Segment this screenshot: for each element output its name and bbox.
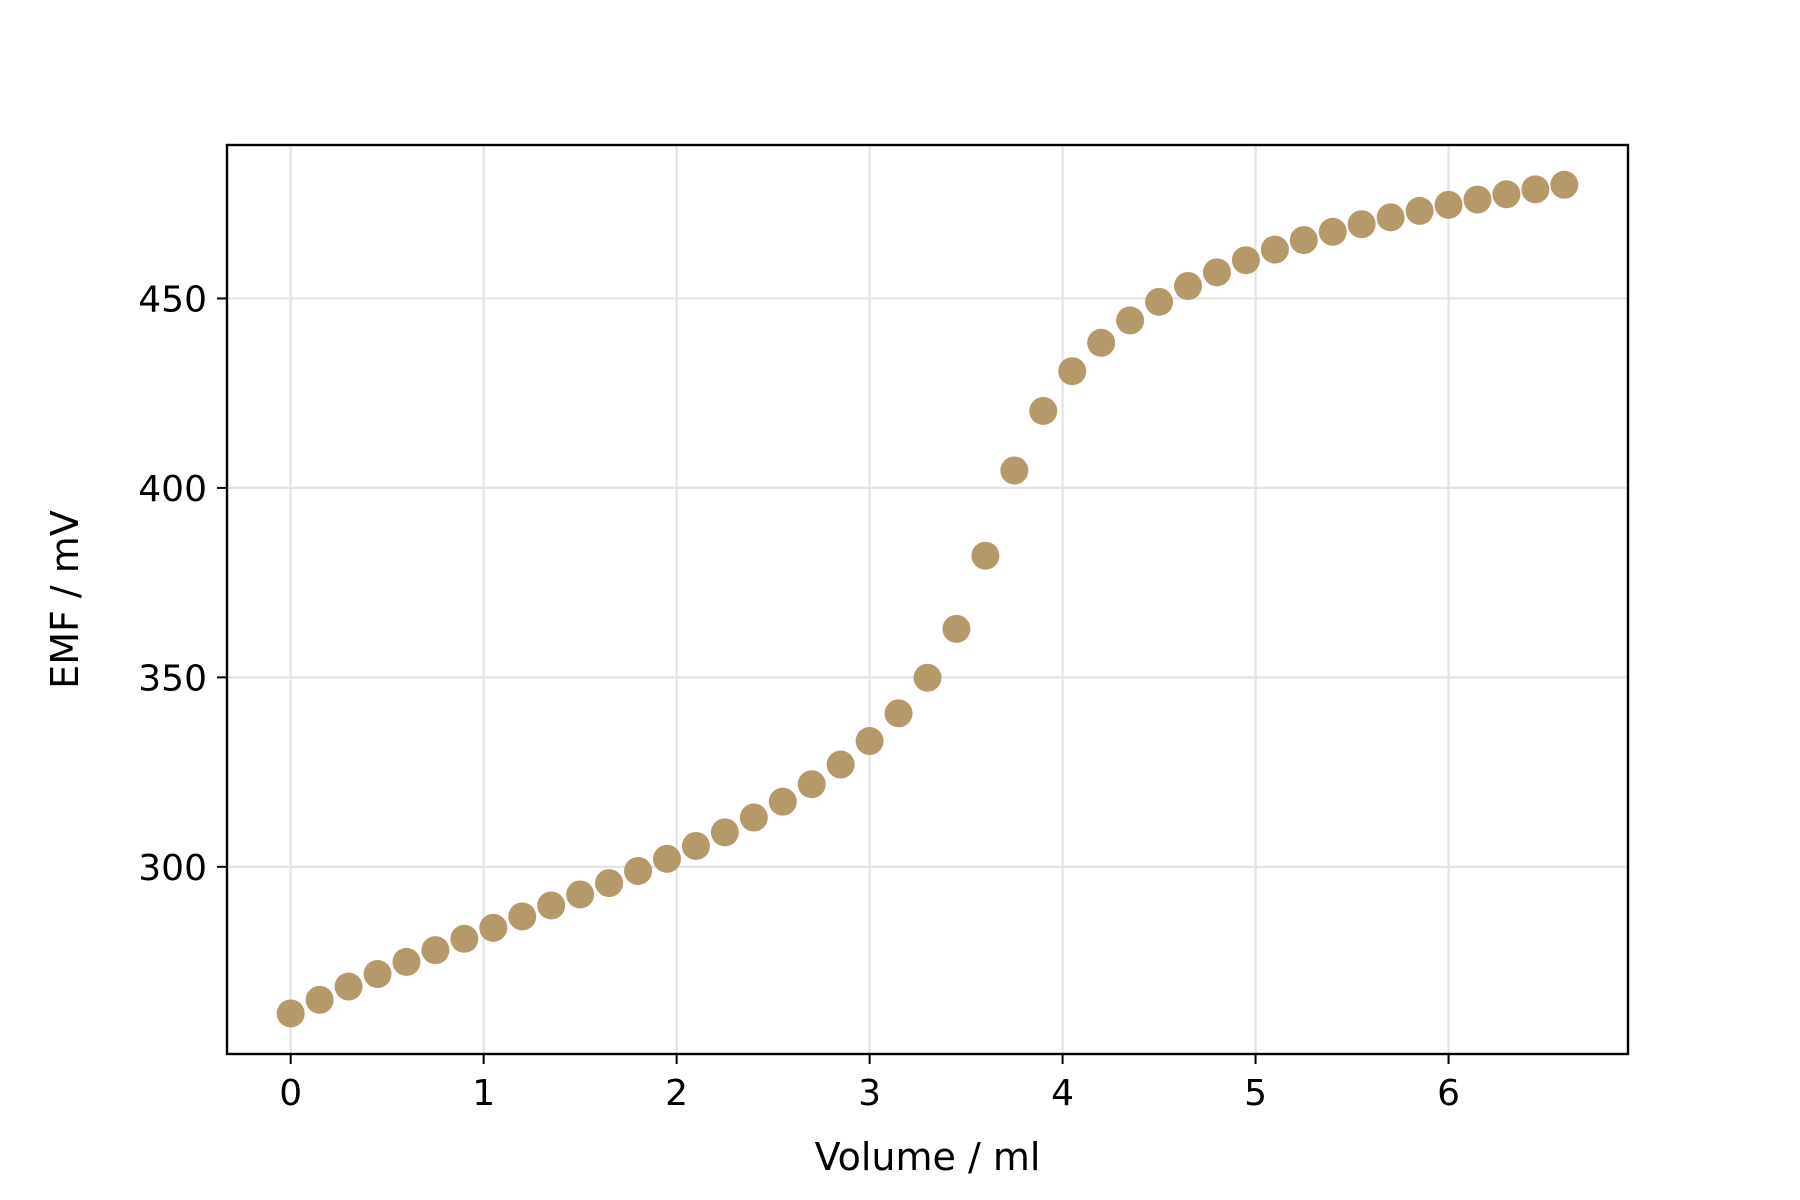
- data-point: [334, 972, 363, 1001]
- grid: [227, 145, 1628, 1054]
- data-point: [363, 960, 392, 989]
- data-point: [681, 831, 710, 860]
- data-point: [1231, 246, 1260, 275]
- data-point: [913, 663, 942, 692]
- data-point: [1202, 258, 1231, 287]
- plot-frame: [225, 143, 1630, 1056]
- x-tick-label: 2: [665, 1073, 688, 1114]
- data-point: [1289, 226, 1318, 255]
- x-tick-label: 6: [1437, 1073, 1460, 1114]
- data-point: [1029, 396, 1058, 425]
- data-point: [971, 541, 1000, 570]
- data-point: [1260, 235, 1289, 264]
- data-point: [1087, 328, 1116, 357]
- data-point: [1116, 306, 1145, 335]
- data-point: [624, 856, 653, 885]
- data-point: [479, 913, 508, 942]
- data-point: [1492, 180, 1521, 209]
- y-tick-label: 300: [138, 848, 207, 889]
- data-point: [1550, 170, 1579, 199]
- data-point: [1434, 190, 1463, 219]
- data-point: [739, 803, 768, 832]
- data-point: [710, 818, 739, 847]
- data-point: [421, 936, 450, 965]
- data-point: [1058, 357, 1087, 386]
- data-point: [566, 880, 595, 909]
- data-point: [1376, 203, 1405, 232]
- data-point: [1405, 196, 1434, 225]
- data-point: [797, 770, 826, 799]
- y-axis-ticks: 300 350 400 450: [138, 279, 227, 889]
- data-point: [942, 614, 971, 643]
- x-tick-label: 5: [1244, 1073, 1267, 1114]
- data-point: [1145, 287, 1174, 316]
- data-point: [508, 902, 537, 931]
- data-point: [305, 985, 334, 1014]
- data-point: [450, 924, 479, 953]
- data-point: [1174, 271, 1203, 300]
- data-point: [884, 699, 913, 728]
- data-point: [1463, 185, 1492, 214]
- y-tick-label: 350: [138, 658, 207, 699]
- data-point: [1347, 210, 1376, 239]
- data-point: [392, 947, 421, 976]
- x-tick-label: 0: [279, 1073, 302, 1114]
- data-point: [537, 891, 566, 920]
- data-point: [276, 999, 305, 1028]
- data-point: [595, 869, 624, 898]
- y-tick-label: 450: [138, 279, 207, 320]
- data-point: [1521, 175, 1550, 204]
- data-points: [276, 170, 1579, 1028]
- y-axis-label: EMF / mV: [43, 510, 87, 689]
- y-tick-label: 400: [138, 469, 207, 510]
- x-tick-label: 1: [472, 1073, 495, 1114]
- x-axis-label: Volume / ml: [815, 1135, 1041, 1179]
- data-point: [826, 750, 855, 779]
- x-tick-label: 3: [858, 1073, 881, 1114]
- x-tick-label: 4: [1051, 1073, 1074, 1114]
- data-point: [652, 844, 681, 873]
- data-point: [855, 727, 884, 756]
- data-point: [768, 787, 797, 816]
- data-point: [1000, 456, 1029, 485]
- data-point: [1318, 217, 1347, 246]
- x-axis-ticks: 0 1 2 3 4 5 6: [279, 1054, 1460, 1114]
